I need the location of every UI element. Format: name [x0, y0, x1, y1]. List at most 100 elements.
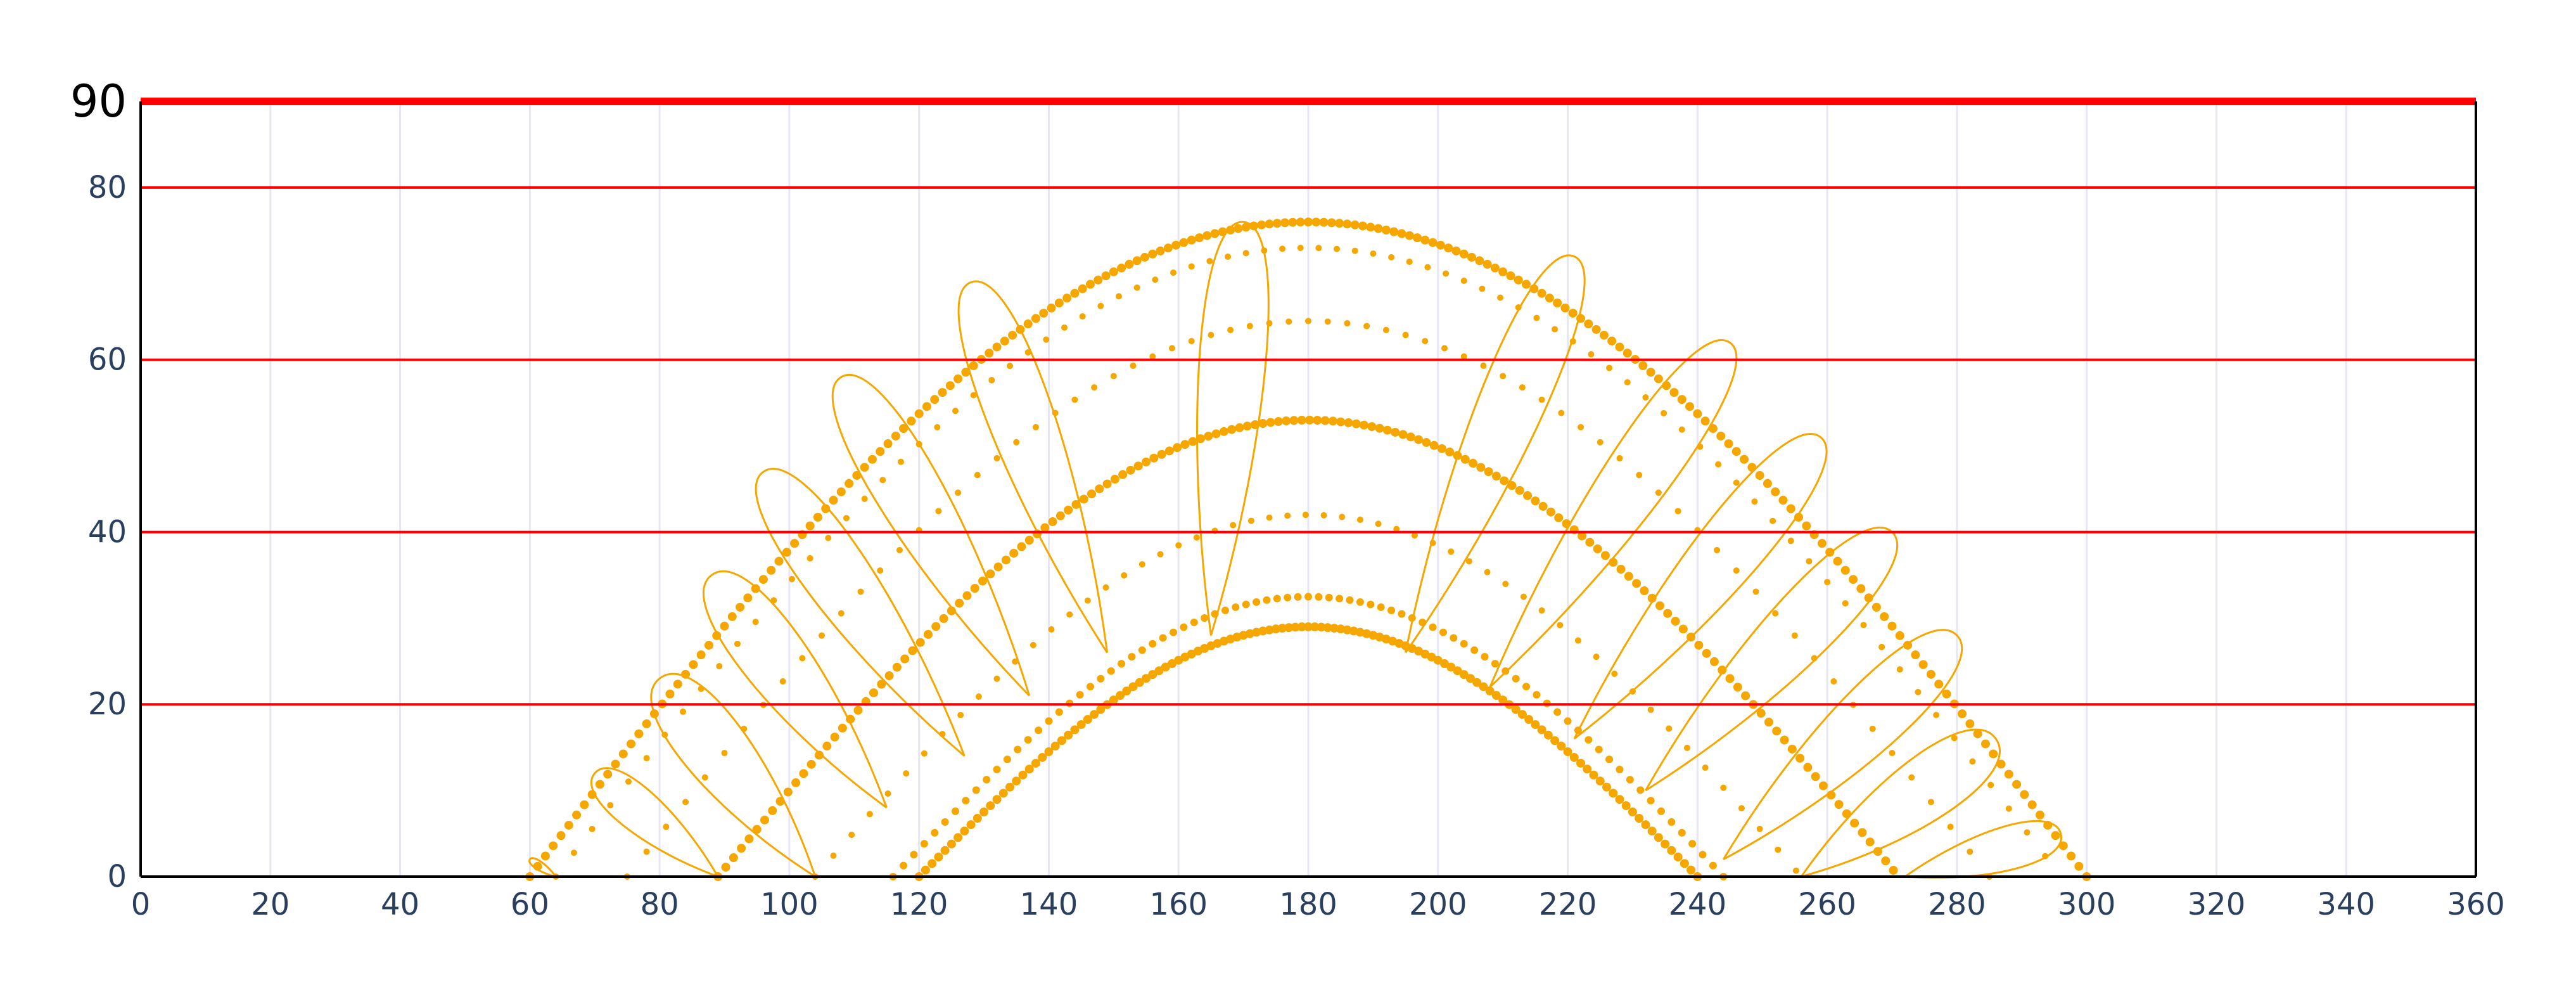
series-point [1467, 252, 1477, 262]
series-point [915, 638, 925, 647]
series-point [1272, 219, 1282, 228]
series-point [701, 774, 708, 781]
series-point [2051, 831, 2060, 840]
series-point [1926, 669, 1935, 679]
series-point [1043, 336, 1050, 343]
series-point [1070, 725, 1080, 735]
series-point [1849, 575, 1858, 584]
series-point [540, 851, 550, 861]
series-point [807, 759, 816, 769]
series-point [1895, 631, 1904, 640]
series-point [1271, 624, 1280, 634]
series-point [1344, 320, 1351, 327]
series-point [1636, 472, 1643, 479]
x-tick-label: 120 [890, 887, 948, 922]
series-point [679, 708, 686, 715]
series-point [1325, 593, 1333, 602]
series-point [1987, 782, 1994, 789]
series-point [2024, 829, 2031, 836]
reference-lines [141, 98, 2476, 706]
series-point [1014, 745, 1022, 754]
series-point [1305, 318, 1311, 325]
series-point [1122, 686, 1132, 696]
series-point [1138, 646, 1146, 654]
series-point [1654, 374, 1663, 383]
series-point [1048, 626, 1055, 633]
series-point [1702, 764, 1709, 771]
series-point [1755, 471, 1764, 480]
loop-series [1723, 629, 1963, 861]
series-point [682, 799, 689, 806]
series-point [1616, 765, 1624, 773]
series-point [1310, 622, 1320, 632]
series-point [1439, 628, 1447, 636]
series-point [751, 584, 760, 593]
arc-series [914, 622, 1702, 881]
series-point [1763, 479, 1772, 488]
series-point [1694, 640, 1704, 650]
series-point [1116, 691, 1125, 700]
series-point [1118, 470, 1128, 479]
series-point [825, 534, 832, 541]
series-point [1450, 634, 1458, 642]
series-point [1733, 567, 1740, 574]
x-tick-label: 40 [381, 887, 419, 922]
series-point [1469, 458, 1478, 468]
series-point [877, 567, 884, 574]
x-tick-label: 320 [2188, 887, 2246, 922]
series-point [876, 447, 885, 456]
series-point [861, 495, 868, 502]
series-point [1628, 808, 1637, 817]
series-point [1328, 416, 1337, 426]
series-point [1116, 293, 1123, 300]
series-point [1128, 653, 1136, 661]
series-point [1289, 416, 1299, 425]
series-point [1973, 729, 1982, 738]
series-point [1632, 579, 1642, 588]
series-point [921, 865, 930, 875]
loop-series [1904, 820, 2063, 879]
x-tick-label: 220 [1539, 887, 1597, 922]
data-series [525, 217, 2091, 881]
series-point [1110, 373, 1117, 380]
series-point [1234, 224, 1243, 233]
series-point [1589, 770, 1598, 780]
series-point [1491, 660, 1499, 668]
series-point [830, 732, 839, 742]
series-point [907, 416, 916, 426]
series-point [1062, 293, 1072, 303]
series-point [1667, 846, 1676, 855]
series-point [1084, 597, 1091, 604]
series-point [791, 778, 801, 787]
series-point [1550, 736, 1560, 745]
series-point [704, 640, 713, 650]
series-point [663, 823, 670, 830]
series-point [1545, 293, 1554, 303]
series-point [1709, 861, 1717, 870]
series-point [1387, 606, 1396, 614]
series-point [1512, 674, 1520, 683]
series-point [1048, 517, 1057, 527]
loop-series [755, 468, 966, 757]
series-point [1142, 674, 1151, 683]
series-point [2005, 805, 2012, 812]
series-point [1552, 326, 1559, 333]
series-point [1599, 330, 1609, 340]
series-point [1211, 429, 1221, 439]
series-point [867, 454, 877, 464]
series-point [727, 612, 737, 621]
series-point [1621, 801, 1631, 811]
series-point [1055, 708, 1063, 716]
series-point [1811, 772, 1820, 782]
series-point [1640, 586, 1649, 596]
series-point [737, 844, 746, 853]
series-point [1803, 763, 1813, 772]
series-point [1188, 437, 1197, 446]
series-point [979, 808, 989, 817]
series-point [1130, 363, 1137, 370]
series-point [993, 765, 1001, 773]
series-point [729, 853, 738, 863]
series-point [1515, 486, 1524, 495]
series-point [952, 807, 960, 815]
series-point [1553, 298, 1562, 307]
